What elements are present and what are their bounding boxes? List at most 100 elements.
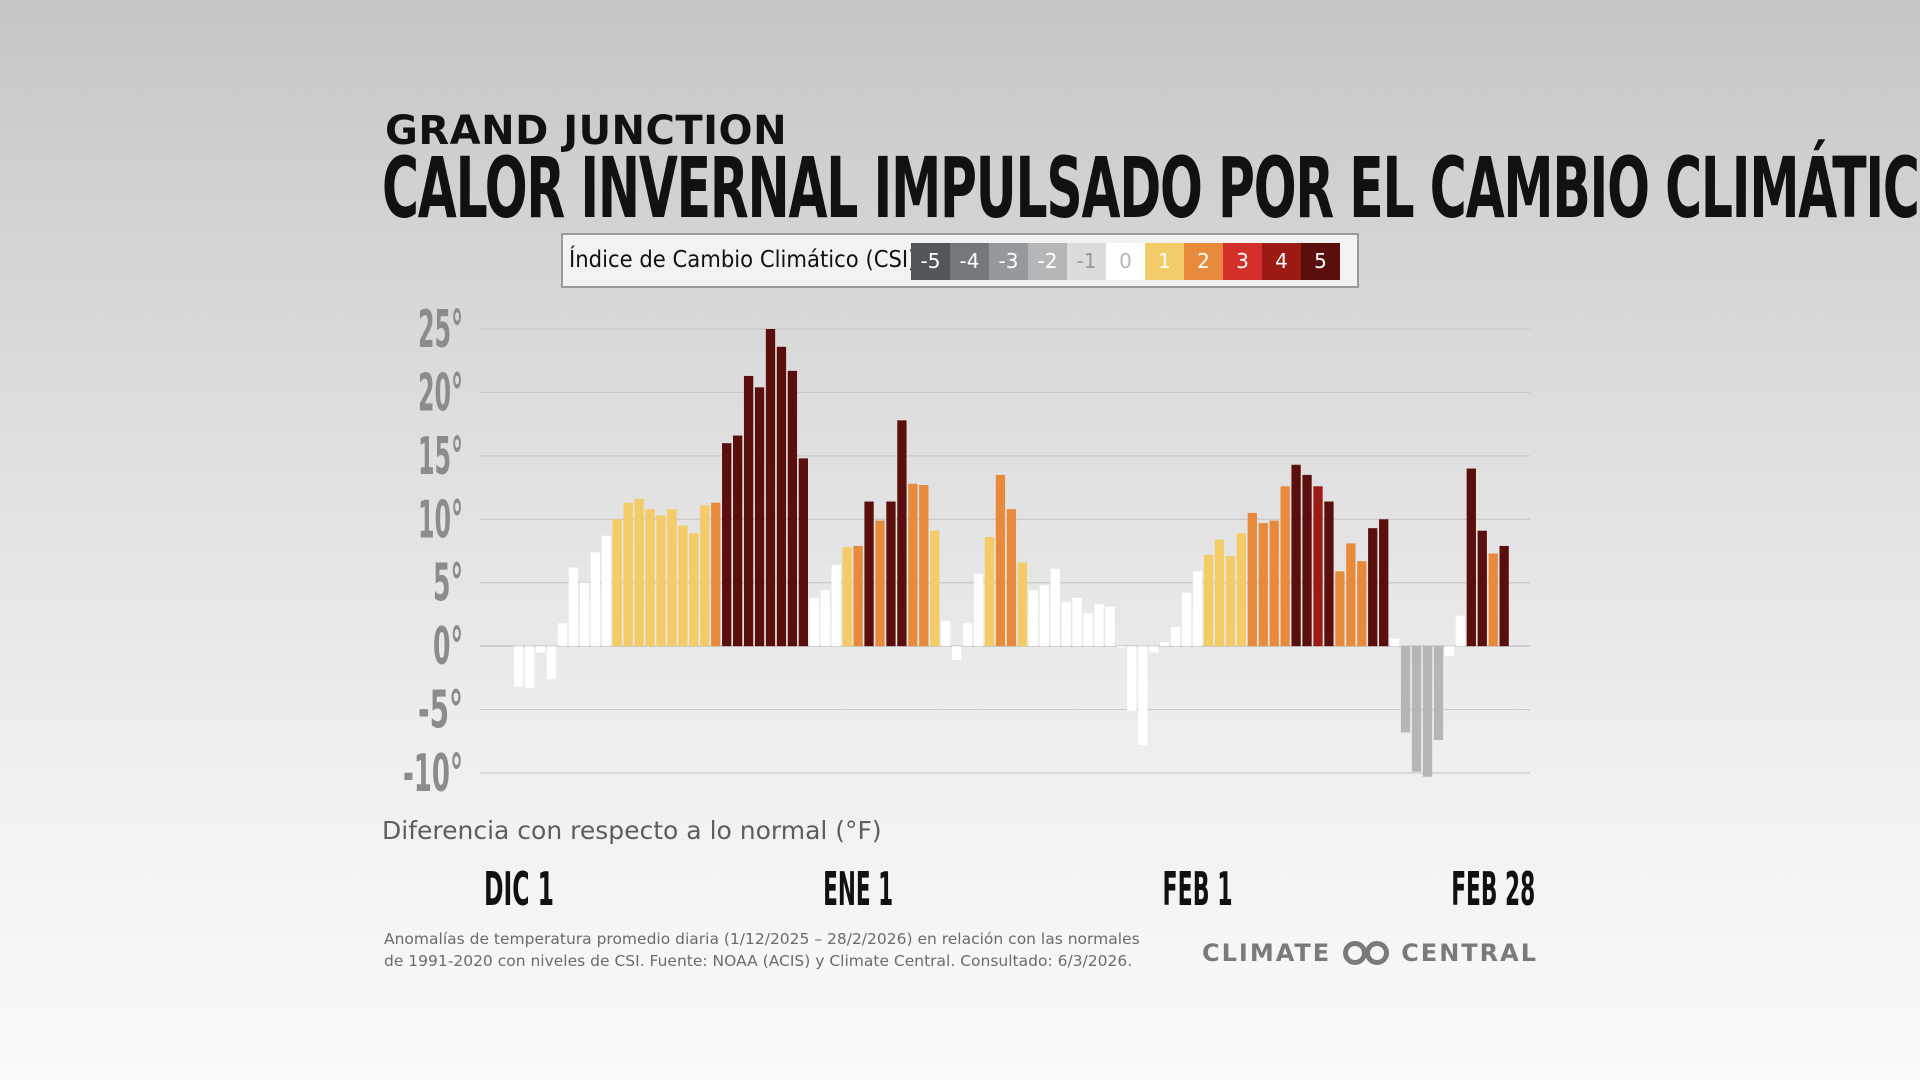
data-bar	[1313, 486, 1323, 647]
data-bar	[1291, 464, 1301, 647]
chart-subtitle: GRAND JUNCTION	[385, 108, 788, 154]
data-bar	[514, 646, 524, 687]
data-bar	[1302, 474, 1312, 647]
x-tick-label: FEB 1	[1163, 862, 1233, 916]
y-tick-label: 0°	[433, 617, 463, 677]
legend-swatch: -5	[911, 243, 950, 280]
data-bar	[1050, 568, 1060, 647]
data-bar	[1346, 543, 1356, 647]
legend-swatch: 1	[1145, 243, 1184, 280]
data-bar	[634, 498, 644, 647]
data-bar	[689, 533, 699, 647]
data-bar	[1138, 646, 1148, 746]
brand-word-left: CLIMATE	[1201, 939, 1332, 967]
data-bar	[667, 509, 677, 647]
data-bar	[897, 420, 907, 647]
data-bar	[820, 590, 830, 647]
data-bar	[1280, 486, 1290, 647]
data-bar	[776, 346, 787, 647]
data-bar	[941, 620, 951, 647]
data-bar	[1411, 646, 1422, 772]
data-bar	[1061, 601, 1071, 647]
data-bar	[700, 505, 710, 647]
data-bar	[1444, 646, 1455, 657]
data-bar	[722, 443, 732, 647]
data-bar	[1433, 646, 1444, 741]
data-bar	[1269, 520, 1279, 647]
data-bar	[612, 519, 622, 647]
data-bar	[952, 646, 962, 661]
data-bar	[1006, 509, 1017, 647]
y-tick-label: 10°	[418, 490, 463, 550]
data-bar	[1116, 646, 1126, 648]
data-bar	[831, 564, 841, 647]
y-tick-label: -5°	[418, 681, 463, 741]
csi-legend: Índice de Cambio Climático (CSI): -5 -4 …	[561, 233, 1359, 288]
data-bar	[1400, 646, 1411, 733]
data-bar	[754, 387, 765, 647]
data-bar	[1477, 530, 1487, 647]
data-bar	[733, 435, 743, 647]
data-bar	[1149, 646, 1159, 653]
data-bar	[787, 370, 798, 647]
data-bar	[579, 582, 589, 647]
data-bar	[886, 501, 896, 647]
legend-swatch: 5	[1301, 243, 1340, 280]
legend-swatches: -5 -4 -3 -2 -1 0 1 2 3 4 5	[911, 243, 1340, 280]
y-tick-label: 15°	[418, 427, 463, 487]
legend-swatch: -4	[950, 243, 989, 280]
data-bar	[590, 552, 600, 647]
legend-swatch: 0	[1106, 243, 1145, 280]
x-tick-label: DIC 1	[484, 862, 554, 916]
data-bar	[809, 597, 819, 647]
y-tick-label: 5°	[433, 554, 463, 614]
data-bar	[1379, 519, 1389, 647]
y-axis-label: Diferencia con respecto a lo normal (°F)	[382, 816, 882, 845]
data-bar	[1488, 553, 1498, 647]
data-bar	[1214, 539, 1225, 647]
data-bar	[1466, 468, 1476, 647]
data-bar	[1105, 606, 1115, 647]
data-bar	[645, 509, 655, 647]
data-bar	[1127, 646, 1137, 711]
data-bar	[1455, 615, 1465, 647]
data-bar	[1247, 512, 1257, 647]
y-tick-label: 25°	[418, 300, 463, 360]
data-bar	[1225, 556, 1236, 647]
data-bar	[1258, 523, 1268, 647]
legend-swatch: -1	[1067, 243, 1106, 280]
y-tick-label: -10°	[403, 744, 463, 804]
legend-swatch: -2	[1028, 243, 1067, 280]
data-bar	[962, 623, 973, 647]
data-bar	[864, 501, 874, 647]
climate-central-mark-icon	[1340, 940, 1392, 966]
data-bar	[1160, 642, 1170, 647]
data-bar	[656, 515, 666, 647]
data-bar	[1094, 604, 1104, 647]
data-bar	[984, 537, 995, 647]
data-bar	[535, 646, 546, 653]
data-bar	[524, 646, 535, 688]
data-bar	[842, 547, 852, 647]
climate-central-logo: CLIMATE CENTRAL	[1202, 938, 1538, 968]
data-bar	[1368, 528, 1378, 647]
data-bar	[765, 329, 776, 647]
data-bar	[1203, 554, 1214, 647]
data-bar	[1390, 638, 1400, 647]
data-bar	[1039, 585, 1049, 647]
data-bar	[908, 483, 918, 647]
y-tick-label: 20°	[418, 363, 463, 423]
data-bar	[1357, 561, 1367, 647]
legend-swatch: -3	[989, 243, 1028, 280]
x-tick-label: FEB 28	[1451, 862, 1535, 916]
data-bar	[930, 530, 940, 647]
data-bar	[1499, 545, 1509, 647]
data-bar	[1017, 562, 1027, 647]
data-bar	[1324, 501, 1334, 647]
legend-swatch: 2	[1184, 243, 1223, 280]
legend-swatch: 4	[1262, 243, 1301, 280]
data-bar	[546, 646, 557, 680]
data-bar	[568, 567, 579, 647]
data-bar	[853, 545, 863, 647]
